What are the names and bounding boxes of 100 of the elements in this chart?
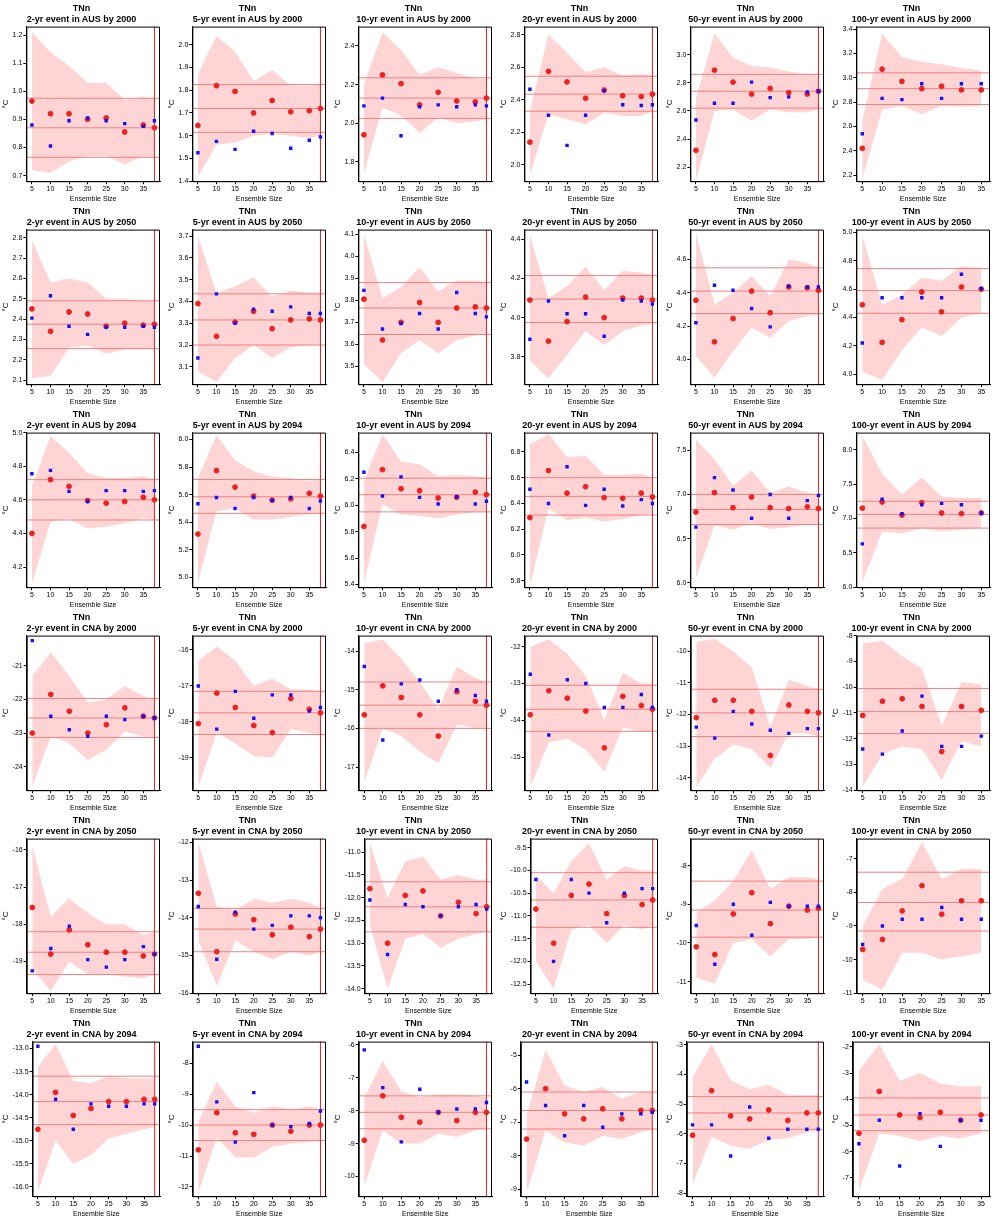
y-axis-title: °C [665,302,674,312]
chart-subtitle: 5-yr event in CNA by 2050 [192,825,303,836]
chart-title: TNn [404,205,423,216]
chart-title: TNn [72,205,91,216]
chart-title: TNn [902,408,921,419]
y-axis-title: °C [333,708,342,718]
chart-title: TNn [902,814,921,825]
chart-title: TNn [72,2,91,13]
chart-title: TNn [570,408,589,419]
y-axis-title: °C [1,505,10,515]
chart-subtitle: 50-yr event in CNA by 2094 [687,1028,804,1039]
chart-subtitle: 100-yr event in CNA by 2094 [851,1028,972,1039]
chart-subtitle: 50-yr event in AUS by 2000 [688,13,803,24]
chart-subtitle: 5-yr event in AUS by 2000 [192,13,303,24]
y-axis-title: °C [333,99,342,109]
chart-subtitle: 20-yr event in AUS by 2000 [522,13,637,24]
y-axis-title: °C [499,99,508,109]
chart-title: TNn [238,814,257,825]
chart-title: TNn [736,1017,755,1028]
y-axis-title: °C [831,302,840,312]
chart-subtitle: 20-yr event in CNA by 2094 [521,1028,638,1039]
chart-subtitle: 5-yr event in CNA by 2094 [192,1028,303,1039]
chart-title: TNn [736,814,755,825]
y-axis-title: °C [333,911,342,921]
y-axis-title: °C [831,505,840,515]
y-axis-title: °C [1,911,10,921]
chart-title: TNn [238,205,257,216]
chart-subtitle: 50-yr event in AUS by 2050 [688,216,803,227]
y-axis-title: °C [167,708,176,718]
chart-subtitle: 20-yr event in AUS by 2050 [522,216,637,227]
y-axis-title: °C [333,302,342,312]
y-axis-title: °C [499,911,508,921]
chart-title: TNn [238,611,257,622]
chart-subtitle: 10-yr event in AUS by 2094 [356,419,471,430]
chart-title: TNn [736,2,755,13]
chart-title: TNn [404,2,423,13]
chart-title: TNn [570,205,589,216]
chart-subtitle: 10-yr event in CNA by 2094 [355,1028,472,1039]
chart-title: TNn [570,814,589,825]
chart-subtitle: 100-yr event in CNA by 2000 [851,622,972,633]
chart-subtitle: 2-yr event in CNA by 2050 [26,825,137,836]
y-axis-title: °C [665,911,674,921]
y-axis-title: °C [333,505,342,515]
chart-subtitle: 20-yr event in CNA by 2000 [521,622,638,633]
chart-title: TNn [72,611,91,622]
y-axis-title: °C [831,1114,840,1124]
y-axis-title: °C [167,1114,176,1124]
y-axis-title: °C [1,708,10,718]
chart-title: TNn [404,611,423,622]
y-axis-title: °C [1,1114,10,1124]
chart-subtitle: 20-yr event in CNA by 2050 [521,825,638,836]
y-axis-title: °C [167,99,176,109]
chart-subtitle: 5-yr event in AUS by 2094 [192,419,303,430]
chart-title: TNn [736,408,755,419]
chart-subtitle: 50-yr event in AUS by 2094 [688,419,803,430]
y-axis-title: °C [831,911,840,921]
chart-subtitle: 10-yr event in CNA by 2000 [355,622,472,633]
y-axis-title: °C [1,302,10,312]
chart-subtitle: 100-yr event in CNA by 2050 [851,825,972,836]
y-axis-title: °C [167,302,176,312]
chart-subtitle: 2-yr event in AUS by 2050 [26,216,137,227]
chart-subtitle: 2-yr event in AUS by 2000 [26,13,137,24]
chart-title: TNn [736,205,755,216]
chart-title: TNn [404,408,423,419]
chart-subtitle: 50-yr event in CNA by 2000 [687,622,804,633]
chart-title: TNn [902,1017,921,1028]
y-axis-title: °C [665,99,674,109]
y-axis-title: °C [665,1114,674,1124]
chart-subtitle: 2-yr event in CNA by 2000 [26,622,137,633]
chart-title: TNn [570,611,589,622]
chart-title: TNn [902,205,921,216]
y-axis-title: °C [1,99,10,109]
chart-subtitle: 5-yr event in AUS by 2050 [192,216,303,227]
y-axis-title: °C [831,99,840,109]
chart-subtitle: 100-yr event in AUS by 2000 [851,13,972,24]
chart-title: TNn [72,408,91,419]
chart-title: TNn [902,2,921,13]
y-axis-title: °C [499,1114,508,1124]
chart-subtitle: 100-yr event in AUS by 2094 [851,419,972,430]
chart-title: TNn [902,611,921,622]
chart-subtitle: 50-yr event in CNA by 2050 [687,825,804,836]
y-axis-title: °C [167,911,176,921]
chart-subtitle: 10-yr event in AUS by 2050 [356,216,471,227]
chart-title: TNn [72,1017,91,1028]
y-axis-title: °C [499,302,508,312]
y-axis-title: °C [499,708,508,718]
y-axis-title: °C [333,1114,342,1124]
chart-title: TNn [570,1017,589,1028]
chart-title: TNn [736,611,755,622]
chart-subtitle: 10-yr event in AUS by 2000 [356,13,471,24]
chart-title: TNn [238,2,257,13]
y-axis-title: °C [665,505,674,515]
y-axis-title: °C [831,708,840,718]
chart-subtitle: 2-yr event in AUS by 2094 [26,419,137,430]
y-axis-title: °C [167,505,176,515]
chart-title: TNn [404,814,423,825]
chart-subtitle: 2-yr event in CNA by 2094 [26,1028,137,1039]
chart-title: TNn [404,1017,423,1028]
chart-subtitle: 10-yr event in CNA by 2050 [355,825,472,836]
chart-title: TNn [72,814,91,825]
